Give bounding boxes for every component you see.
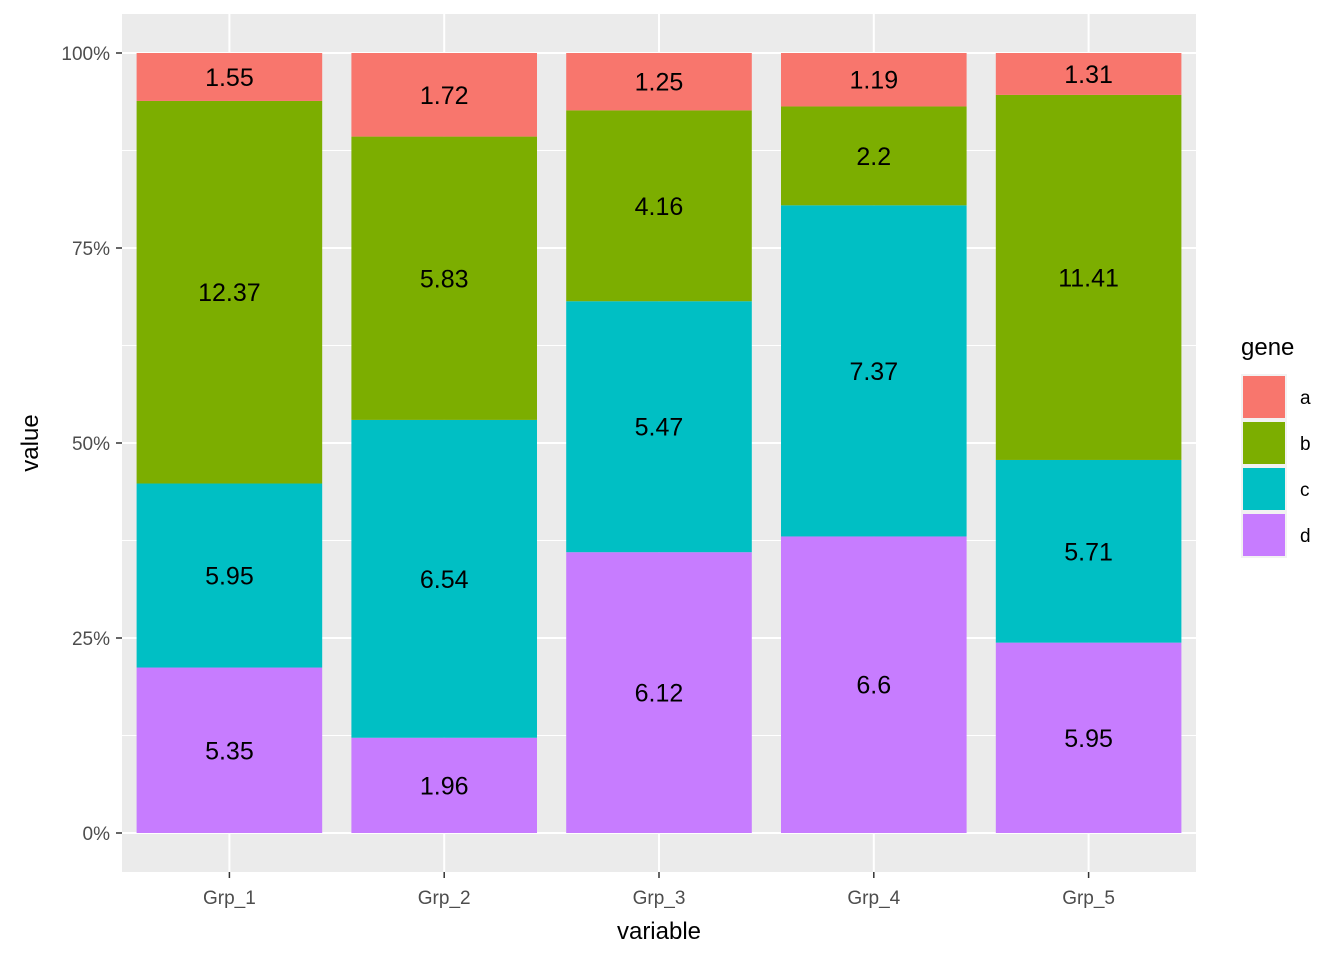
data-label: 2.2 [856, 143, 891, 171]
legend-swatch-d [1243, 514, 1285, 556]
legend-label: c [1300, 480, 1310, 501]
y-axis: 0% 25% 50% 75% 100% [61, 44, 122, 845]
bar-segment-d [136, 667, 323, 833]
bar-segment-a [566, 53, 752, 111]
data-label: 1.31 [1064, 61, 1113, 89]
x-tick-label: Grp_3 [633, 888, 686, 909]
x-axis-title: variable [617, 918, 701, 945]
bar-segment-a [781, 53, 967, 107]
bar-segment-d [566, 552, 752, 833]
data-label: 7.37 [849, 358, 898, 386]
legend-title: gene [1241, 334, 1294, 361]
legend-label: b [1300, 434, 1311, 455]
data-label: 6.6 [856, 672, 891, 700]
y-axis-title: value [17, 414, 44, 471]
bar-segment-d [995, 642, 1182, 833]
bar-segment-c [136, 483, 323, 668]
x-tick-label: Grp_1 [203, 888, 256, 909]
y-tick-label: 0% [83, 824, 111, 845]
data-label: 5.35 [205, 737, 254, 765]
bar-segment-b [351, 136, 537, 420]
bar-segment-c [995, 459, 1182, 643]
data-label: 5.95 [1064, 725, 1113, 753]
y-tick-label: 100% [61, 44, 110, 65]
bar-segment-d [781, 536, 967, 833]
data-label: 6.54 [420, 566, 469, 594]
data-label: 5.71 [1064, 538, 1113, 566]
bar-segment-a [351, 53, 537, 137]
y-tick-label: 25% [72, 629, 110, 650]
legend-label: d [1300, 526, 1311, 547]
x-tick-label: Grp_2 [418, 888, 471, 909]
data-label: 1.55 [205, 64, 254, 92]
legend: gene a b c d [1241, 334, 1311, 558]
data-label: 1.25 [635, 69, 684, 97]
legend-label: a [1300, 388, 1311, 409]
data-label: 4.16 [635, 193, 684, 221]
x-tick-label: Grp_4 [847, 888, 900, 909]
legend-swatch-c [1243, 468, 1285, 510]
y-tick-label: 50% [72, 434, 110, 455]
data-label: 1.19 [849, 67, 898, 95]
bar-segment-b [781, 106, 967, 206]
data-label: 11.41 [1058, 264, 1119, 292]
bar-segment-b [136, 100, 323, 484]
bar-segment-a [995, 53, 1182, 95]
x-tick-label: Grp_5 [1062, 888, 1115, 909]
data-label: 5.47 [635, 414, 684, 442]
bar-segment-b [995, 94, 1182, 460]
bar-segment-c [351, 419, 537, 738]
y-tick-label: 75% [72, 239, 110, 260]
bar-segment-c [781, 205, 967, 537]
data-label: 5.95 [205, 563, 254, 591]
data-label: 12.37 [198, 279, 261, 307]
bar-segment-b [566, 110, 752, 302]
data-label: 5.83 [420, 265, 469, 293]
legend-swatch-a [1243, 376, 1285, 418]
bars [136, 53, 1182, 833]
legend-swatch-b [1243, 422, 1285, 464]
x-axis: Grp_1 Grp_2 Grp_3 Grp_4 Grp_5 [203, 872, 1115, 909]
data-label: 6.12 [635, 680, 684, 708]
bar-segment-c [566, 301, 752, 553]
data-labels: 5.35 5.95 12.37 1.55 1.96 6.54 5.83 1.72 6.12 5.4… [198, 61, 1119, 800]
data-label: 1.72 [420, 82, 469, 110]
bar-segment-a [136, 53, 323, 101]
data-label: 1.96 [420, 772, 469, 800]
bar-segment-d [351, 737, 537, 833]
